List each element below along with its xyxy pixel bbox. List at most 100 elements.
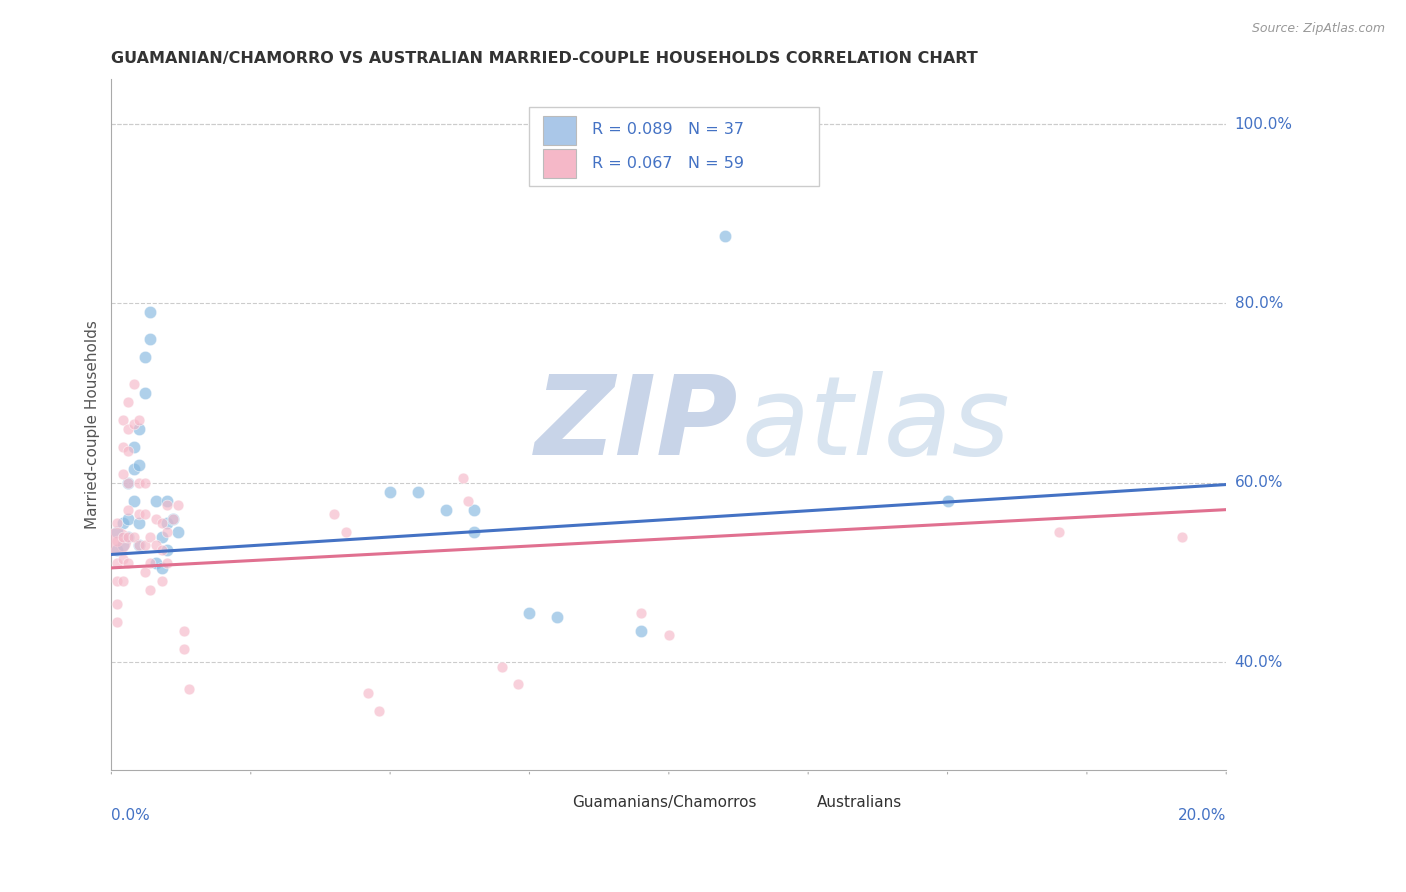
Point: [134, 507, 156, 521]
Point: [156, 543, 179, 558]
Point: [173, 624, 195, 638]
Point: [134, 539, 156, 553]
Point: [122, 440, 145, 454]
Point: [167, 498, 190, 512]
Text: ZIP: ZIP: [536, 371, 738, 478]
Point: [150, 543, 173, 558]
Point: [111, 552, 134, 566]
Text: R = 0.089   N = 37: R = 0.089 N = 37: [592, 122, 744, 137]
Point: [128, 516, 150, 530]
Point: [451, 471, 474, 485]
Text: Source: ZipAtlas.com: Source: ZipAtlas.com: [1251, 22, 1385, 36]
Point: [378, 484, 401, 499]
Point: [156, 516, 179, 530]
Point: [111, 440, 134, 454]
Point: [111, 516, 134, 530]
Point: [105, 574, 128, 589]
Point: [179, 681, 201, 696]
Point: [368, 704, 391, 718]
Point: [156, 557, 179, 571]
FancyBboxPatch shape: [543, 116, 576, 145]
Text: GUAMANIAN/CHAMORRO VS AUSTRALIAN MARRIED-COUPLE HOUSEHOLDS CORRELATION CHART: GUAMANIAN/CHAMORRO VS AUSTRALIAN MARRIED…: [111, 51, 979, 66]
Point: [139, 332, 162, 346]
Point: [145, 511, 167, 525]
Point: [139, 557, 162, 571]
Point: [335, 524, 357, 539]
Point: [105, 597, 128, 611]
Point: [111, 413, 134, 427]
Text: 80.0%: 80.0%: [1234, 296, 1282, 311]
Point: [111, 539, 134, 553]
Point: [406, 484, 429, 499]
Point: [1170, 529, 1192, 543]
Text: 20.0%: 20.0%: [1178, 808, 1226, 823]
Point: [434, 502, 457, 516]
Point: [546, 610, 568, 624]
Point: [150, 561, 173, 575]
Point: [128, 539, 150, 553]
Point: [491, 659, 513, 673]
Point: [1047, 524, 1070, 539]
Point: [111, 529, 134, 543]
FancyBboxPatch shape: [543, 149, 576, 178]
Point: [117, 529, 139, 543]
Point: [150, 574, 173, 589]
Point: [117, 422, 139, 436]
Point: [139, 305, 162, 319]
Y-axis label: Married-couple Households: Married-couple Households: [86, 320, 100, 529]
Point: [630, 624, 652, 638]
Text: Guamanians/Chamorros: Guamanians/Chamorros: [572, 795, 756, 810]
Point: [128, 507, 150, 521]
Point: [139, 583, 162, 598]
Point: [630, 606, 652, 620]
Point: [128, 413, 150, 427]
Text: R = 0.067   N = 59: R = 0.067 N = 59: [592, 156, 744, 171]
Point: [117, 444, 139, 458]
Point: [323, 507, 346, 521]
Point: [105, 534, 128, 549]
Point: [122, 493, 145, 508]
Point: [122, 377, 145, 392]
Point: [117, 475, 139, 490]
Point: [156, 524, 179, 539]
Point: [134, 566, 156, 580]
Point: [128, 539, 150, 553]
Text: 0.0%: 0.0%: [111, 808, 150, 823]
Point: [162, 511, 184, 525]
Text: 40.0%: 40.0%: [1234, 655, 1282, 670]
Text: Australians: Australians: [817, 795, 903, 810]
Point: [357, 686, 380, 700]
Point: [145, 493, 167, 508]
Point: [111, 467, 134, 481]
Point: [936, 493, 959, 508]
FancyBboxPatch shape: [780, 792, 808, 813]
Point: [173, 641, 195, 656]
Point: [167, 524, 190, 539]
Point: [128, 458, 150, 472]
Text: 100.0%: 100.0%: [1234, 117, 1292, 132]
Point: [117, 529, 139, 543]
Point: [463, 524, 485, 539]
Text: atlas: atlas: [741, 371, 1010, 478]
Point: [162, 511, 184, 525]
Point: [457, 493, 479, 508]
Point: [105, 534, 128, 549]
Point: [134, 386, 156, 401]
Point: [128, 475, 150, 490]
Point: [122, 417, 145, 432]
Point: [117, 475, 139, 490]
FancyBboxPatch shape: [536, 792, 562, 813]
Point: [105, 516, 128, 530]
Point: [122, 529, 145, 543]
Point: [111, 574, 134, 589]
Point: [156, 493, 179, 508]
Point: [150, 529, 173, 543]
Point: [117, 502, 139, 516]
Point: [508, 677, 530, 691]
Point: [134, 475, 156, 490]
Point: [145, 557, 167, 571]
Point: [105, 557, 128, 571]
Point: [145, 539, 167, 553]
Point: [519, 606, 541, 620]
Point: [117, 395, 139, 409]
